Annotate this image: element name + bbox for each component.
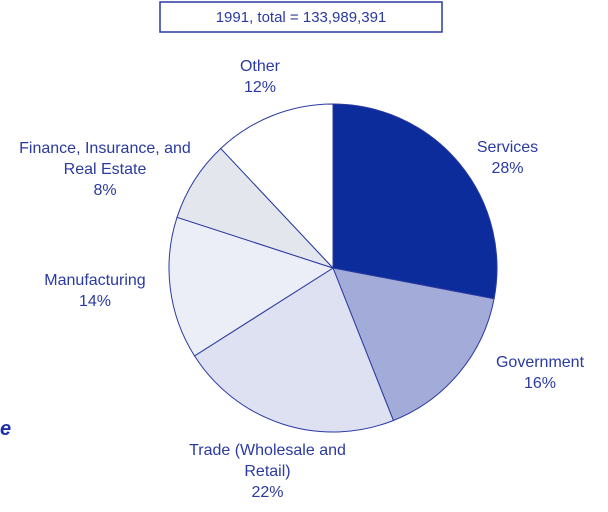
value-label: 28% [491, 160, 524, 177]
pie-slice [193, 267, 395, 433]
category-label: Finance, Insurance, and Real Estate [19, 140, 191, 178]
title-box [159, 1, 443, 33]
slice-label: Trade (Wholesale and Retail) 22% [180, 440, 355, 503]
category-label: Manufacturing [44, 272, 146, 289]
slice-label: Other 12% [200, 56, 320, 98]
pie-slice [220, 103, 334, 270]
pie-slice [168, 216, 335, 357]
value-label: 16% [523, 375, 557, 392]
slice-label: Services 28% [440, 137, 575, 179]
value-label: 8% [93, 182, 117, 199]
cropped-text: e [0, 418, 12, 440]
slice-label: Manufacturing 14% [20, 270, 170, 312]
slice-label: Finance, Insurance, and Real Estate 8% [5, 138, 205, 201]
value-label: 22% [251, 484, 284, 501]
category-label: Government [495, 354, 585, 371]
category-label: Other [239, 58, 280, 75]
chart-title: 1991, total = 133,989,391 [216, 9, 387, 26]
category-label: Trade (Wholesale and Retail) [189, 442, 346, 480]
pie-slice [332, 267, 495, 422]
value-label: 12% [243, 79, 277, 96]
category-label: Services [476, 139, 539, 156]
pie-slice [332, 103, 498, 300]
slice-label: Government 16% [470, 352, 608, 394]
value-label: 14% [78, 293, 112, 310]
